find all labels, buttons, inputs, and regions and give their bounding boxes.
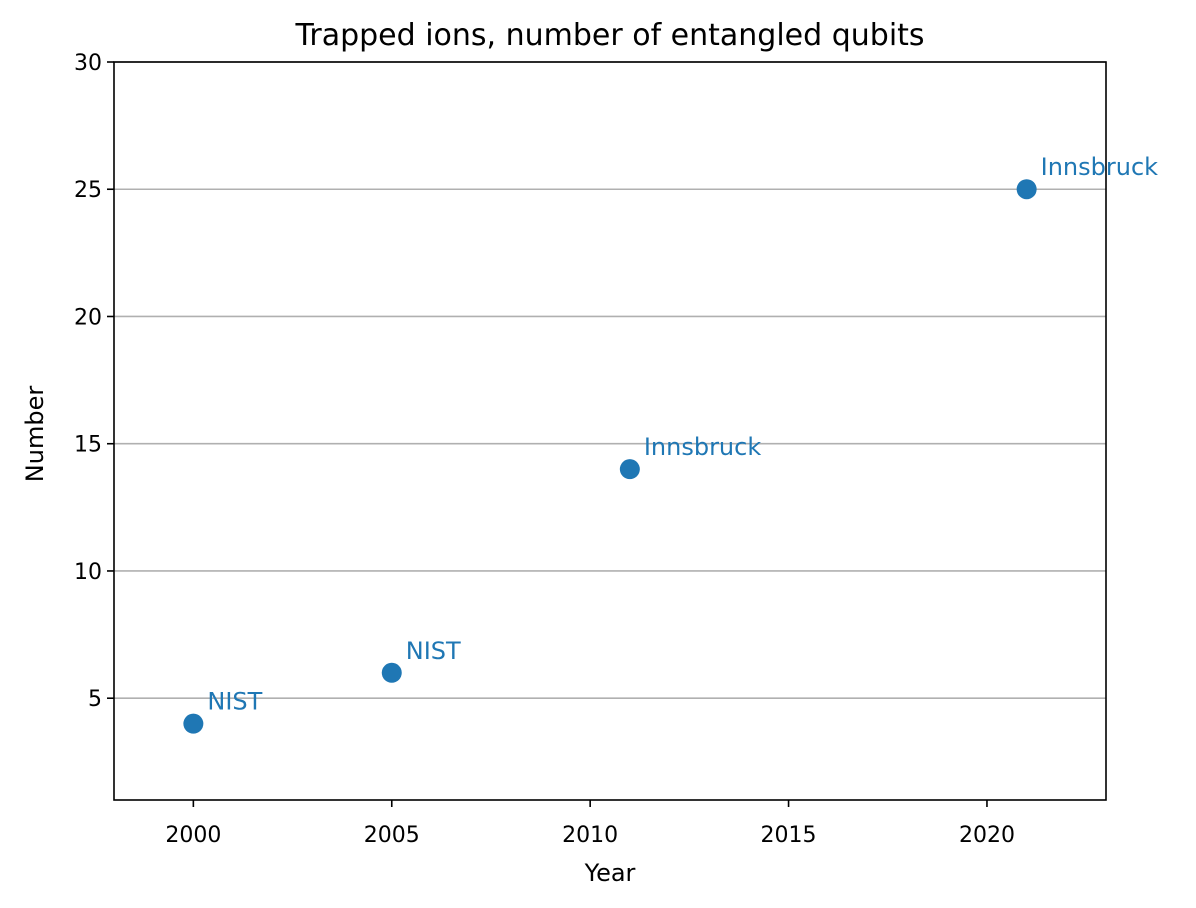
point-labels: NIST NIST Innsbruck Innsbruck bbox=[207, 153, 1158, 715]
y-axis-ticks: 5 10 15 20 25 30 bbox=[74, 51, 114, 712]
plot-frame bbox=[113, 61, 1107, 801]
data-point bbox=[619, 459, 640, 480]
y-tick-label: 10 bbox=[74, 560, 102, 585]
x-axis-label: Year bbox=[584, 859, 636, 887]
data-point bbox=[381, 662, 402, 683]
x-tick-label: 2010 bbox=[562, 823, 618, 848]
point-label: NIST bbox=[207, 688, 262, 716]
point-label: Innsbruck bbox=[1041, 153, 1159, 181]
y-tick-label: 25 bbox=[74, 178, 102, 203]
y-tick-label: 15 bbox=[74, 433, 102, 458]
x-tick-label: 2020 bbox=[959, 823, 1015, 848]
data-point bbox=[1016, 179, 1037, 200]
x-tick-label: 2000 bbox=[165, 823, 221, 848]
x-tick-label: 2005 bbox=[364, 823, 420, 848]
chart-title: Trapped ions, number of entangled qubits bbox=[294, 18, 924, 53]
data-points bbox=[183, 179, 1037, 734]
data-point bbox=[183, 713, 204, 734]
point-label: NIST bbox=[406, 637, 461, 665]
x-axis-ticks: 2000 2005 2010 2015 2020 bbox=[165, 800, 1015, 848]
y-tick-label: 20 bbox=[74, 305, 102, 330]
y-axis-label: Number bbox=[21, 386, 49, 483]
x-tick-label: 2015 bbox=[761, 823, 817, 848]
y-tick-label: 30 bbox=[74, 51, 102, 76]
y-tick-label: 5 bbox=[88, 687, 102, 712]
point-label: Innsbruck bbox=[644, 433, 762, 461]
gridlines bbox=[114, 61, 1106, 700]
